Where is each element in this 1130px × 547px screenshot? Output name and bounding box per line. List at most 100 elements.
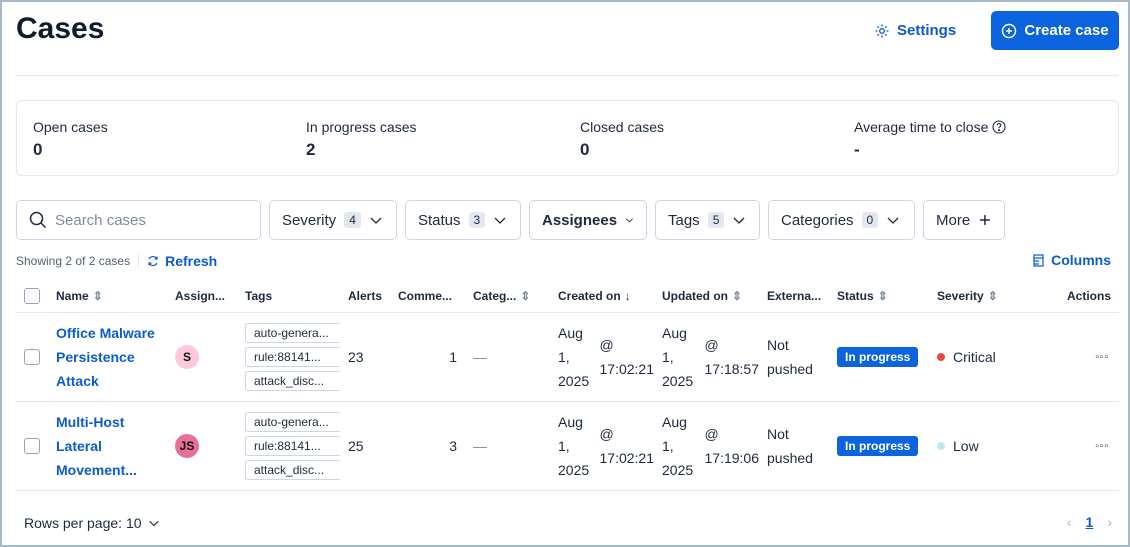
sort-icon: ⇕ [987,289,998,303]
columns-button[interactable]: Columns [1033,252,1111,268]
column-header-actions: Actions [1066,289,1111,303]
created-on: Aug 1, 2025 @ 17:02:21 [558,325,654,389]
tag: auto-genera... [245,412,340,432]
stat-closed-cases: Closed cases 0 [580,119,665,159]
sort-descending-icon: ↓ [624,289,631,303]
tag: rule:88141... [245,436,340,456]
rows-per-page-selector[interactable]: Rows per page: 10 [24,515,160,531]
severity: Low [929,438,1030,454]
row-checkbox[interactable] [24,349,40,365]
status-badge: In progress [837,436,919,456]
severity-dot-icon [937,353,945,361]
column-header-assignees: Assign... [175,289,226,303]
column-header-comments: Comme... [398,289,453,303]
tag: attack_disc... [245,371,340,391]
filter-tags[interactable]: Tags 5 [655,200,760,240]
alerts-count: 25 [348,438,364,454]
gear-icon [875,24,889,37]
stat-average-time: Average time to close - [854,119,1006,160]
search-icon [29,211,47,229]
sort-icon: ⇕ [877,289,888,303]
filter-more[interactable]: More [923,200,1005,240]
tag: attack_disc... [245,460,340,480]
ellipsis-icon: ▫▫▫ [1095,440,1109,452]
filter-count-badge: 0 [861,212,879,228]
avatar[interactable]: JS [175,434,199,458]
table-row: Office Malware Persistence Attack S auto… [16,313,1119,402]
external-status: Not pushed [767,426,813,466]
case-name-link[interactable]: Office Malware Persistence Attack [56,325,155,389]
toolbar-separator [138,253,140,269]
filter-status[interactable]: Status 3 [405,200,521,240]
select-all-checkbox[interactable] [24,288,40,304]
column-header-name[interactable]: Name ⇕ [56,289,103,303]
filter-count-badge: 3 [468,212,486,228]
updated-on: Aug 1, 2025 @ 17:19:06 [662,414,759,478]
created-on: Aug 1, 2025 @ 17:02:21 [558,414,654,478]
settings-label: Settings [897,22,957,39]
comments-count: 1 [449,349,457,365]
column-header-severity[interactable]: Severity ⇕ [937,289,998,303]
stat-in-progress-cases: In progress cases 2 [306,119,417,159]
stats-panel: Open cases 0 In progress cases 2 Closed ca… [16,100,1119,176]
category: — [473,349,487,365]
alerts-count: 23 [348,349,364,365]
settings-button[interactable]: Settings [874,22,956,39]
header-divider [16,75,1118,76]
column-header-status[interactable]: Status ⇕ [837,289,888,303]
filter-count-badge: 4 [344,212,361,228]
filter-categories[interactable]: Categories 0 [768,200,915,240]
actions-menu-button[interactable]: ▫▫▫ [1030,352,1119,363]
column-header-created-on[interactable]: Created on ↓ [558,289,631,303]
external-status: Not pushed [767,337,813,377]
filter-assignees[interactable]: Assignees [529,200,647,240]
column-header-external: Externa... [767,289,822,303]
refresh-button[interactable]: Refresh [147,253,217,269]
sort-icon: ⇕ [520,289,531,303]
avatar[interactable]: S [175,345,199,369]
chevron-down-icon [887,217,899,224]
column-header-category[interactable]: Categ... ⇕ [473,289,531,303]
severity-dot-icon [937,442,945,450]
table-columns-icon [1033,253,1044,267]
chevron-down-icon [494,217,506,224]
previous-page-icon[interactable]: ‹ [1066,514,1072,530]
create-case-button[interactable]: Create case [991,11,1119,50]
filter-severity[interactable]: Severity 4 [269,200,397,240]
status-badge: In progress [837,347,919,367]
chevron-down-icon [626,218,634,223]
showing-count: Showing 2 of 2 cases [16,254,131,268]
pagination: ‹ 1 › [1067,514,1112,530]
tag: auto-genera... [245,323,340,343]
plus-icon [980,215,991,225]
comments-count: 3 [449,438,457,454]
column-header-alerts: Alerts [348,289,383,303]
column-header-tags: Tags [245,289,273,303]
ellipsis-icon: ▫▫▫ [1095,351,1109,363]
category: — [473,438,487,454]
next-page-icon[interactable]: › [1107,514,1112,530]
row-checkbox[interactable] [24,438,40,454]
sort-icon: ⇕ [92,289,103,303]
chevron-down-icon [370,217,382,224]
chevron-down-icon [733,217,745,224]
table-row: Multi-Host Lateral Movement... JS auto-g… [16,402,1119,491]
page-button-current[interactable]: 1 [1085,514,1094,530]
case-name-link[interactable]: Multi-Host Lateral Movement... [56,414,137,478]
table-header: Name ⇕ Assign... Tags Alerts Comme... Cat… [16,280,1119,313]
stat-open-cases: Open cases 0 [33,119,108,159]
results-toolbar: Showing 2 of 2 cases Refresh [16,253,217,269]
tag: rule:88141... [245,347,340,367]
filter-count-badge: 5 [707,212,725,228]
help-icon[interactable] [992,120,1006,134]
refresh-icon [148,255,158,267]
search-placeholder: Search cases [55,211,146,229]
search-input[interactable]: Search cases [16,200,261,240]
create-case-label: Create case [1024,22,1109,39]
sort-icon: ⇕ [732,289,743,303]
plus-circle-icon [1002,23,1017,38]
severity: Critical [929,349,1030,365]
updated-on: Aug 1, 2025 @ 17:18:57 [662,325,759,389]
column-header-updated-on[interactable]: Updated on ⇕ [662,289,743,303]
actions-menu-button[interactable]: ▫▫▫ [1030,441,1119,452]
